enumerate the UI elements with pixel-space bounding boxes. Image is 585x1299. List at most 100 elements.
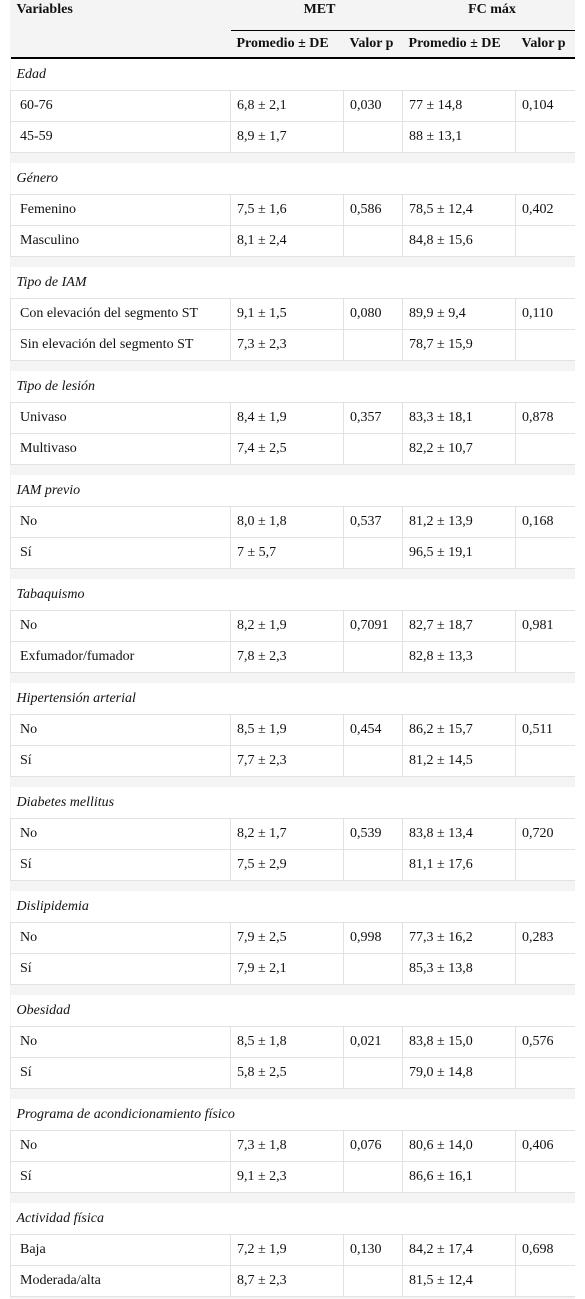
column-header: Promedio ± DE: [402, 30, 516, 59]
fc-p-value: [515, 1161, 575, 1193]
data-row: Baja 7,2 ± 1,9 0,130 84,2 ± 17,4 0,698: [10, 1234, 575, 1266]
variable-name: No: [10, 818, 231, 850]
data-row: 60-76 6,8 ± 2,1 0,030 77 ± 14,8 0,104: [10, 90, 575, 122]
group-row: Tipo de IAM: [10, 267, 575, 299]
spacer-row: [11, 1193, 576, 1204]
met-value: 7,9 ± 2,1: [230, 953, 344, 985]
fc-p-value: 0,720: [515, 818, 575, 850]
variable-name: No: [10, 506, 231, 538]
met-value: 9,1 ± 2,3: [230, 1161, 344, 1193]
variable-name: Sí: [10, 1161, 231, 1193]
fc-value: 81,5 ± 12,4: [402, 1265, 517, 1297]
variable-name: No: [10, 610, 231, 642]
variable-name: Sí: [10, 537, 231, 569]
data-row: Sí 7,5 ± 2,9 81,1 ± 17,6: [10, 849, 575, 881]
met-value: 8,4 ± 1,9: [230, 402, 344, 434]
fc-header: FC máx: [402, 0, 575, 31]
met-p-value: 0,030: [342, 90, 404, 122]
group-label: Actividad física: [10, 1203, 575, 1235]
variable-name: Con elevación del segmento ST: [10, 298, 231, 330]
met-value: 9,1 ± 1,5: [230, 298, 344, 330]
fc-value: 79,0 ± 14,8: [402, 1057, 517, 1089]
column-header: Valor p: [343, 30, 403, 59]
data-row: No 8,2 ± 1,7 0,539 83,8 ± 13,4 0,720: [10, 818, 575, 850]
data-row: Sí 5,8 ± 2,5 79,0 ± 14,8: [10, 1057, 575, 1089]
variable-name: Multivaso: [10, 433, 231, 465]
met-value: 7,5 ± 2,9: [230, 849, 344, 881]
met-p-value: [342, 329, 404, 361]
variable-name: 45-59: [10, 121, 231, 153]
met-value: 7,3 ± 1,8: [230, 1130, 344, 1162]
fc-value: 86,2 ± 15,7: [402, 714, 517, 746]
fc-p-value: 0,104: [515, 90, 575, 122]
fc-p-value: [515, 1057, 575, 1089]
spacer: [11, 1089, 576, 1100]
variable-name: Moderada/alta: [10, 1265, 231, 1297]
fc-p-value: [515, 745, 575, 777]
group-row: Diabetes mellitus: [10, 787, 575, 819]
group-label: Tipo de lesión: [10, 371, 575, 403]
group-label: Edad: [10, 58, 575, 91]
met-value: 7,2 ± 1,9: [230, 1234, 344, 1266]
group-label: Tabaquismo: [10, 579, 575, 611]
data-row: Sí 7,7 ± 2,3 81,2 ± 14,5: [10, 745, 575, 777]
spacer-row: [11, 985, 576, 996]
data-row: Sí 7,9 ± 2,1 85,3 ± 13,8: [10, 953, 575, 985]
variable-name: Femenino: [10, 194, 231, 226]
data-row: Sí 7 ± 5,7 96,5 ± 19,1: [10, 537, 575, 569]
spacer-row: [11, 153, 576, 164]
spacer: [11, 777, 576, 788]
variable-name: Exfumador/fumador: [10, 641, 231, 673]
spacer-row: [11, 569, 576, 580]
spacer: [11, 569, 576, 580]
fc-p-value: 0,576: [515, 1026, 575, 1058]
fc-p-value: 0,981: [515, 610, 575, 642]
met-p-value: [342, 745, 404, 777]
spacer-row: [11, 777, 576, 788]
met-p-value: [342, 225, 404, 257]
met-p-value: [342, 849, 404, 881]
met-p-value: [342, 433, 404, 465]
met-value: 8,2 ± 1,9: [230, 610, 344, 642]
fc-value: 83,8 ± 15,0: [402, 1026, 517, 1058]
spacer-row: [11, 257, 576, 268]
group-row: Tipo de lesión: [10, 371, 575, 403]
met-p-value: [342, 1161, 404, 1193]
met-value: 8,1 ± 2,4: [230, 225, 344, 257]
group-row: Actividad física: [10, 1203, 575, 1235]
data-row: Sin elevación del segmento ST 7,3 ± 2,3 78…: [10, 329, 575, 361]
group-label: Hipertensión arterial: [10, 683, 575, 715]
met-p-value: [342, 953, 404, 985]
group-row: Tabaquismo: [10, 579, 575, 611]
group-row: IAM previo: [10, 475, 575, 507]
fc-value: 82,8 ± 13,3: [402, 641, 517, 673]
spacer-row: [11, 881, 576, 892]
met-p-value: 0,021: [342, 1026, 404, 1058]
data-row: No 8,5 ± 1,9 0,454 86,2 ± 15,7 0,511: [10, 714, 575, 746]
met-p-value: 0,998: [342, 922, 404, 954]
fc-p-value: [515, 433, 575, 465]
variable-name: No: [10, 1130, 231, 1162]
fc-p-value: [515, 225, 575, 257]
variable-name: No: [10, 1026, 231, 1058]
variable-name: Sí: [10, 745, 231, 777]
variables-header: Variables: [16, 2, 73, 17]
met-p-value: 0,7091: [342, 610, 404, 642]
met-value: 8,0 ± 1,8: [230, 506, 344, 538]
met-value: 7,5 ± 1,6: [230, 194, 344, 226]
header-row: Variables MET FC máx: [11, 0, 575, 31]
fc-value: 88 ± 13,1: [402, 121, 517, 153]
variable-name: Sí: [10, 1057, 231, 1089]
group-label: Programa de acondicionamiento físico: [10, 1099, 575, 1131]
met-p-value: [342, 1265, 404, 1297]
data-row: Moderada/alta 8,7 ± 2,3 81,5 ± 12,4: [10, 1265, 575, 1297]
data-row: Exfumador/fumador 7,8 ± 2,3 82,8 ± 13,3: [10, 641, 575, 673]
met-value: 7,9 ± 2,5: [230, 922, 344, 954]
spacer: [11, 985, 576, 996]
fc-p-value: [515, 537, 575, 569]
group-row: Programa de acondicionamiento físico: [10, 1099, 575, 1131]
fc-value: 86,6 ± 16,1: [402, 1161, 517, 1193]
fc-p-value: [515, 849, 575, 881]
variable-name: No: [10, 922, 231, 954]
fc-value: 83,3 ± 18,1: [402, 402, 517, 434]
